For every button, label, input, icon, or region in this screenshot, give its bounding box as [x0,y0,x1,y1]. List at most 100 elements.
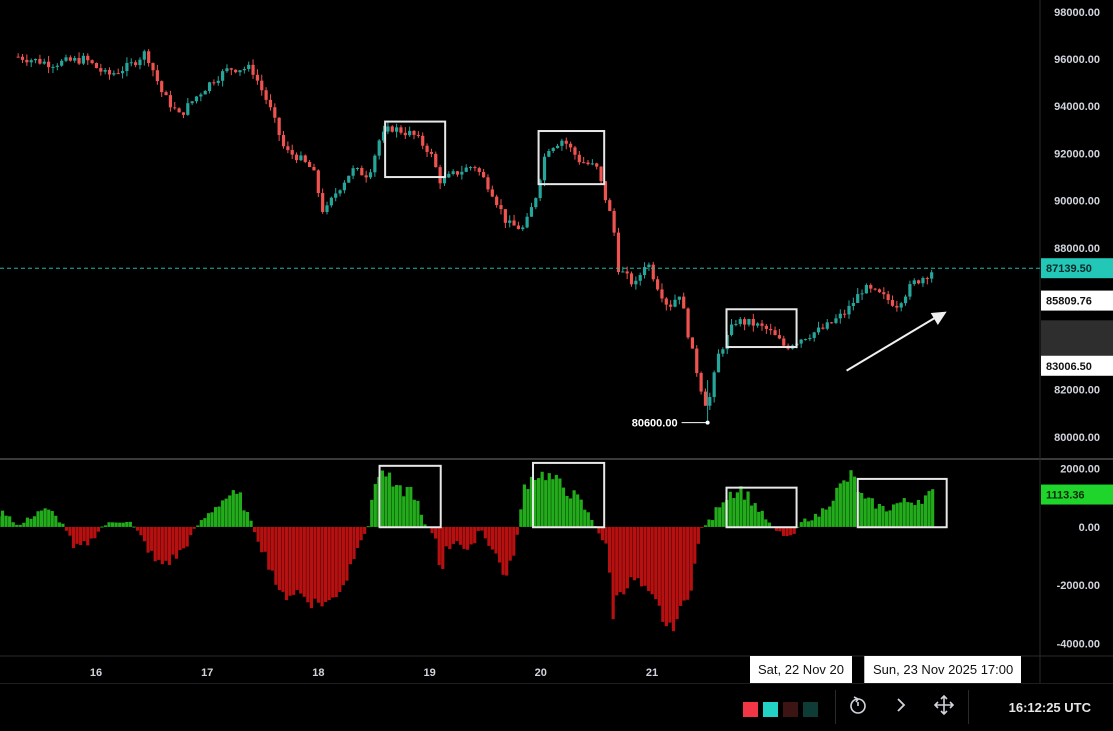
candle [656,279,660,290]
histogram-bar [213,507,218,527]
color-swatch[interactable] [803,702,818,717]
candle [455,171,460,175]
candle [738,319,742,325]
candle [303,155,307,162]
price-tick-label: 94000.00 [1054,101,1100,113]
histogram-bar [469,526,473,545]
histogram-bar [508,526,512,561]
histogram-bar [526,489,530,527]
candle [716,353,721,373]
histogram-bar [867,497,871,527]
highlight-box [856,477,948,529]
candle [921,278,925,284]
histogram-bar [253,526,257,533]
histogram-bar [888,510,892,527]
candle [803,339,808,341]
histogram-value-tag: 1113.36 [1046,490,1085,502]
color-swatch[interactable] [783,702,798,717]
candle [612,210,616,233]
chevron-right-icon[interactable] [886,694,916,722]
histogram-bar [466,526,470,550]
histogram-bar [395,484,399,527]
color-swatch[interactable] [743,702,758,717]
candle [490,189,494,197]
low-annotation-dot [705,420,710,425]
clock[interactable]: 16:12:25 UTC [1008,700,1091,715]
histogram-bar [781,526,786,536]
price-tick-label: 82000.00 [1054,385,1100,397]
histogram-bar [785,526,789,537]
candle [99,68,103,72]
histogram-bar [657,526,661,606]
candle [90,60,94,64]
histogram-bar [75,526,79,544]
histogram-bar [103,525,108,527]
histogram-bar [153,526,157,562]
histogram-bar [679,526,683,606]
annotations: 80600.00 [0,120,1040,529]
histogram-bar [380,470,384,527]
candle [660,289,664,299]
replay-icon[interactable] [843,694,873,722]
candle [521,227,525,230]
move-icon[interactable] [929,694,959,722]
histogram-bar [579,499,583,527]
candle [625,271,629,274]
chart-area[interactable]: 80000.0082000.0084000.0086000.0088000.00… [0,0,1113,683]
histogram-tick-label: 0.00 [1079,522,1100,534]
histogram-bar [615,526,619,596]
candle [595,163,599,167]
histogram-bar [79,526,83,545]
histogram-bar [845,481,850,527]
histogram-bar [256,526,260,542]
candle [112,73,116,75]
histogram-bar [547,473,551,527]
candle [334,193,338,198]
histogram-bar [906,502,910,527]
histogram-bar [558,478,562,527]
candle [677,296,681,300]
histogram-bar [299,526,303,594]
histogram-bar [284,526,289,601]
histogram-bar [306,526,310,603]
histogram-bar [441,526,445,569]
candle [290,150,294,155]
histogram-bar [370,499,374,527]
color-swatch[interactable] [763,702,778,717]
candle [864,285,869,294]
candle [930,272,934,279]
candle [621,271,625,273]
histogram-bar [150,526,154,551]
histogram-bar [405,487,409,527]
crosshair-datetime-label: Sun, 23 Nov 2025 17:00 [864,656,1022,683]
histogram-bar [895,503,899,527]
candle [177,108,181,113]
histogram-bar [324,526,328,602]
candle [573,147,577,155]
candle [329,197,333,206]
histogram-bar [128,521,132,527]
histogram-bar [881,505,885,527]
histogram-bar [217,506,221,527]
candle [120,71,125,74]
histogram-bar [686,526,690,600]
candle [569,143,573,148]
histogram-bar [497,526,502,563]
candle [425,145,429,152]
histogram-bar [8,516,12,527]
histogram-bar [409,486,413,527]
candle [734,324,738,326]
histogram-bar [806,521,810,527]
histogram-bar [718,507,722,527]
histogram-bar [348,526,353,565]
candle [77,58,81,64]
histogram-bar [242,510,246,527]
candle [94,63,99,69]
candle [616,232,621,273]
price-pane[interactable] [16,49,934,423]
histogram-bar [767,522,771,527]
candle [877,289,882,293]
candle [838,313,842,319]
low-annotation-label: 80600.00 [632,418,678,430]
histogram-bar [455,526,459,542]
